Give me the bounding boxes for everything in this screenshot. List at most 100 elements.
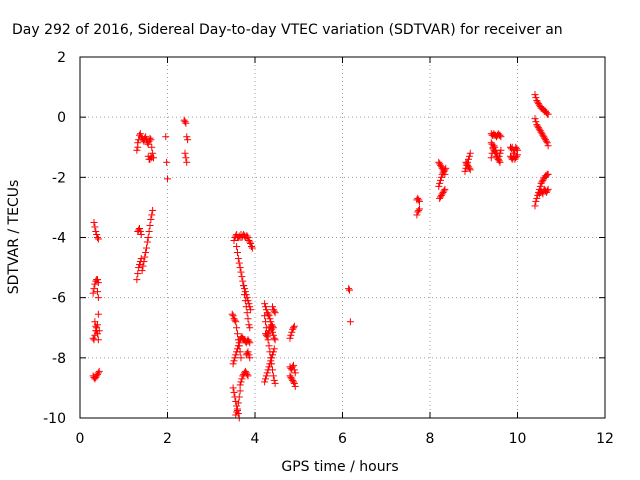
data-point (139, 262, 147, 270)
data-point (94, 276, 101, 284)
data-point (133, 146, 141, 154)
data-point (163, 158, 171, 166)
data-point (244, 336, 252, 344)
data-point (269, 331, 277, 339)
data-point (94, 310, 102, 318)
data-point (438, 170, 446, 178)
data-point (531, 202, 539, 210)
data-point (144, 140, 152, 148)
data-point (243, 309, 251, 317)
data-point (233, 402, 241, 410)
data-point (244, 315, 252, 323)
data-point (90, 218, 98, 226)
data-point (266, 324, 274, 332)
data-point (262, 331, 270, 339)
data-point (244, 348, 252, 356)
data-point (413, 211, 421, 219)
data-point (181, 149, 189, 157)
data-point (91, 223, 99, 231)
data-point (248, 243, 255, 251)
data-point (513, 145, 521, 153)
data-point (290, 379, 298, 387)
data-point (136, 227, 144, 235)
data-point (286, 334, 294, 342)
data-point (146, 221, 154, 229)
data-point (535, 124, 542, 132)
data-point (264, 330, 272, 338)
x-tick-label: 2 (163, 431, 172, 447)
x-tick-label: 8 (426, 431, 435, 447)
data-point (89, 289, 97, 297)
data-point (489, 143, 497, 151)
data-point (94, 369, 102, 377)
data-point (180, 116, 188, 124)
data-point (92, 373, 100, 381)
data-point (270, 334, 278, 342)
data-point (513, 152, 521, 160)
data-point (94, 279, 102, 287)
data-point (512, 154, 520, 162)
data-point (270, 376, 278, 384)
y-axis-label: SDTVAR / TECUs (6, 180, 22, 295)
data-point (269, 348, 277, 356)
data-point (245, 321, 253, 329)
data-point (145, 227, 153, 235)
data-point (142, 133, 150, 141)
data-point (290, 322, 298, 330)
data-point (147, 152, 155, 160)
data-point (148, 143, 156, 151)
data-point (182, 154, 190, 162)
data-point (465, 152, 473, 160)
data-point (544, 185, 552, 193)
data-point (94, 288, 101, 296)
data-point (531, 115, 539, 123)
data-point (241, 297, 249, 305)
x-tick-labels: 0 2 4 6 8 10 12 (76, 431, 614, 447)
data-point (289, 325, 297, 333)
data-point (230, 315, 238, 323)
data-point (537, 128, 545, 136)
data-point (439, 188, 447, 196)
data-point (143, 238, 151, 246)
data-point (236, 387, 244, 395)
data-point (241, 285, 248, 293)
data-point (414, 194, 422, 202)
data-point (94, 234, 101, 241)
data-point (542, 137, 550, 145)
data-point (267, 357, 275, 365)
data-point (263, 369, 271, 377)
data-point (290, 361, 297, 369)
data-point (92, 227, 100, 235)
data-point (533, 121, 541, 129)
data-point (263, 333, 271, 341)
x-tick-label: 10 (509, 431, 527, 447)
data-point (268, 354, 276, 362)
data-point (229, 384, 237, 392)
data-point (271, 336, 279, 344)
data-point (544, 142, 552, 150)
data-point (91, 375, 99, 383)
data-point (232, 411, 240, 419)
data-point (137, 230, 145, 238)
data-point (232, 318, 240, 326)
data-point (142, 249, 150, 257)
data-point (244, 372, 252, 380)
data-point (261, 378, 269, 386)
data-point (136, 224, 143, 232)
data-point (238, 273, 246, 281)
data-point (495, 157, 503, 165)
data-point (536, 182, 544, 190)
data-point (244, 234, 252, 241)
data-point (496, 131, 504, 139)
data-point (90, 285, 98, 293)
data-point (438, 190, 446, 198)
data-point (147, 215, 155, 223)
data-point (544, 170, 552, 178)
data-point (264, 310, 272, 318)
data-point (146, 155, 154, 163)
data-point (135, 226, 143, 234)
data-point (267, 322, 275, 330)
data-point (235, 339, 243, 347)
data-point (461, 167, 469, 175)
